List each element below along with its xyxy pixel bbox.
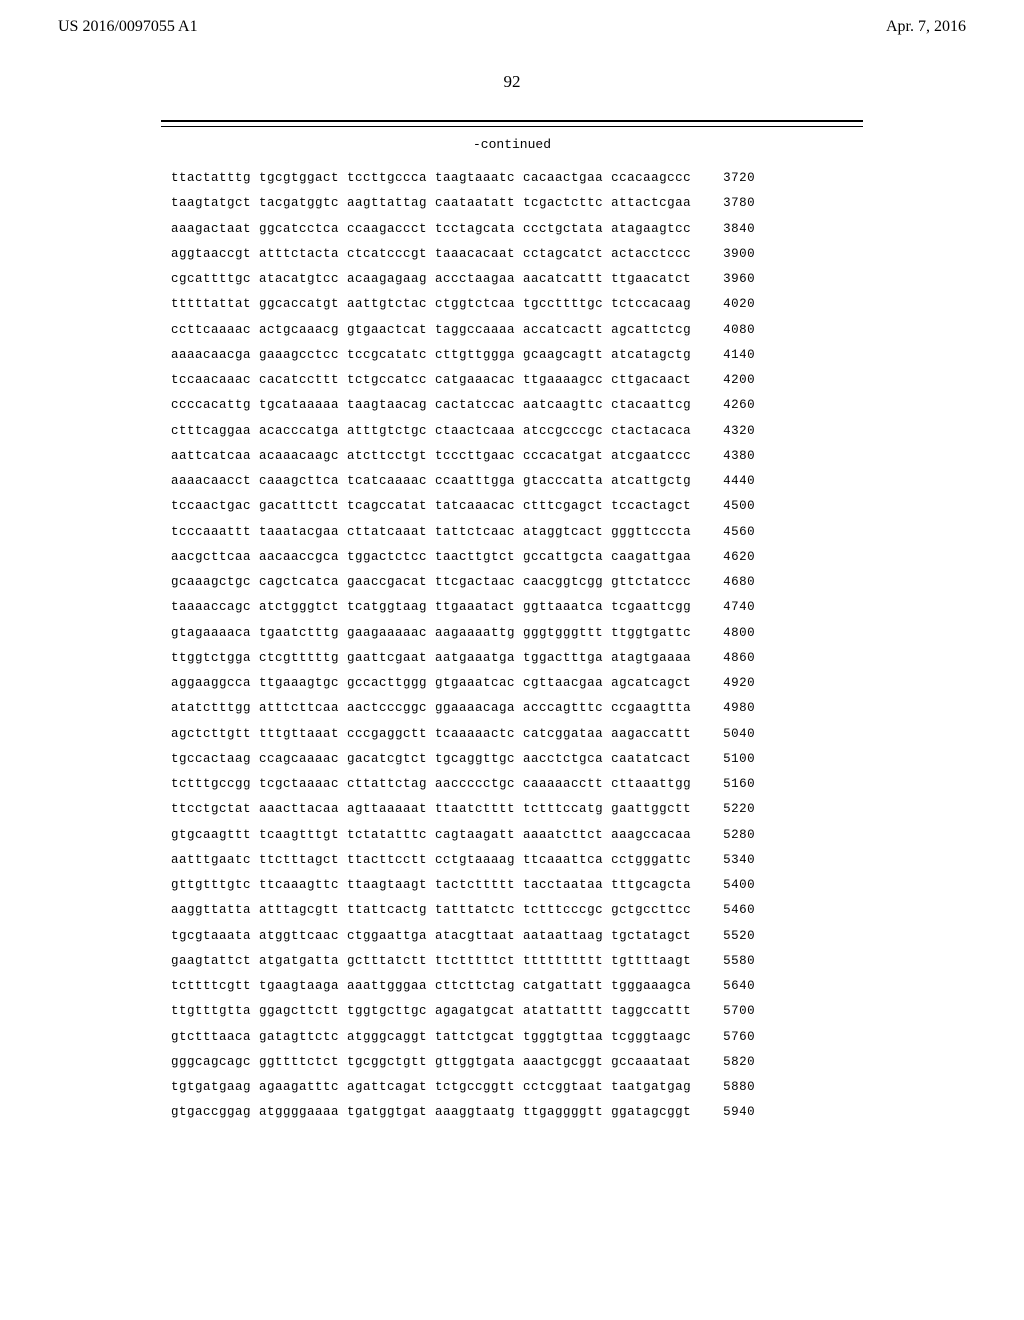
sequence-listing-container: -continued ttactatttg tgcgtggact tccttgc… — [161, 120, 863, 1126]
patent-number: US 2016/0097055 A1 — [58, 18, 198, 36]
page-number: 92 — [0, 72, 1024, 92]
publication-date: Apr. 7, 2016 — [886, 18, 966, 36]
continued-label: -continued — [161, 137, 863, 152]
sequence-listing-inner: -continued ttactatttg tgcgtggact tccttgc… — [161, 126, 863, 1126]
sequence-block: ttactatttg tgcgtggact tccttgccca taagtaa… — [161, 166, 863, 1126]
page-header: US 2016/0097055 A1 Apr. 7, 2016 — [0, 0, 1024, 44]
